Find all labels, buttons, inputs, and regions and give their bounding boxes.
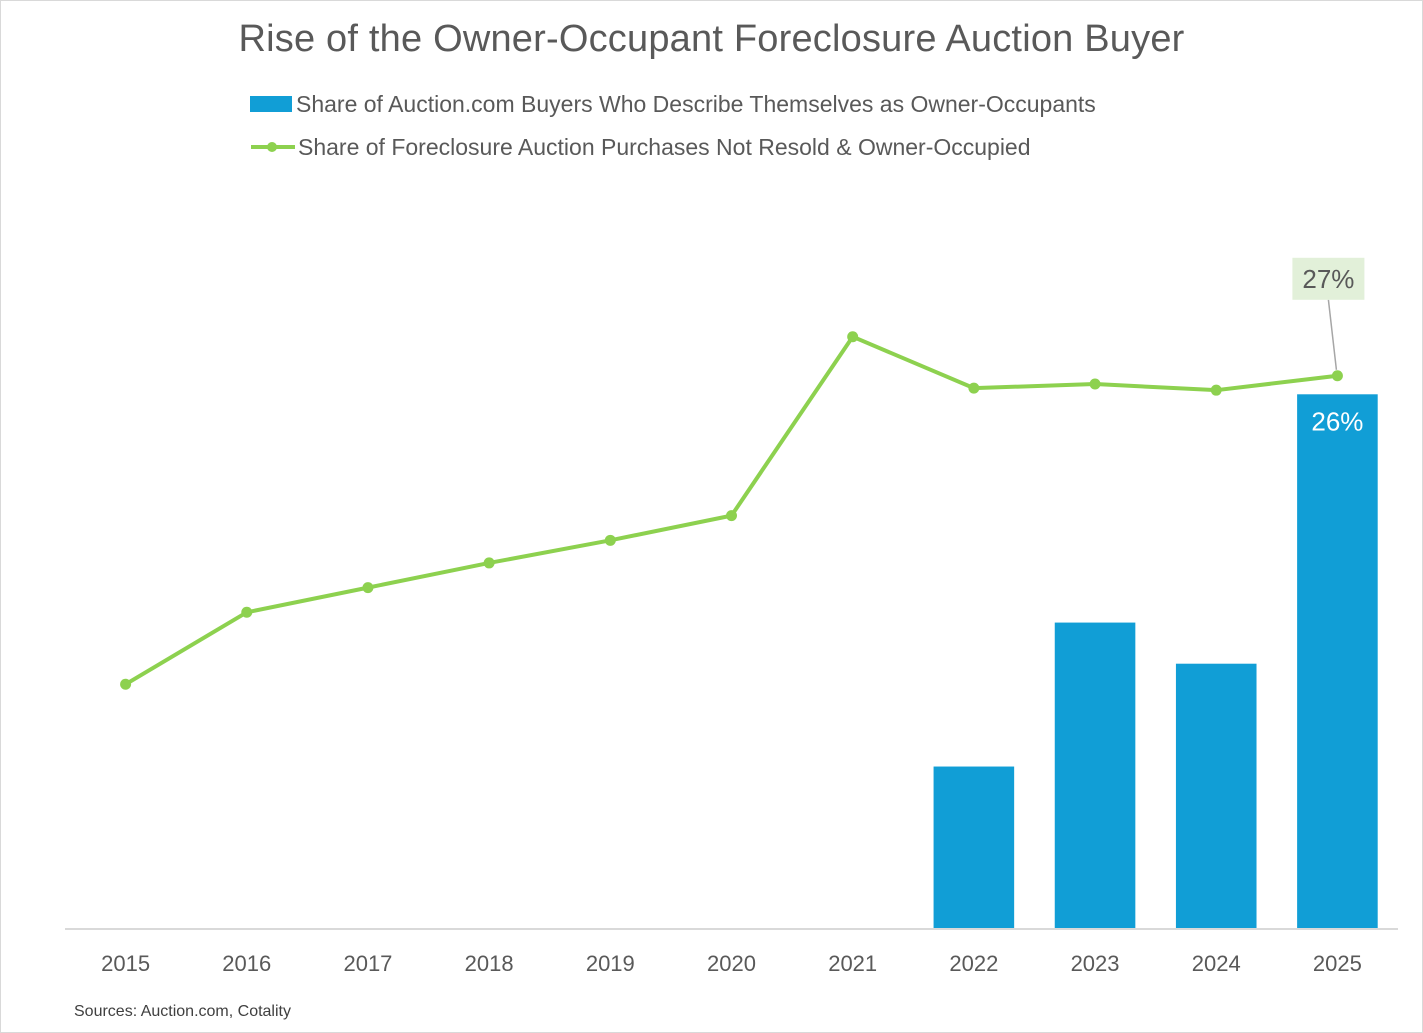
- x-tick-label-2019: 2019: [586, 951, 635, 976]
- x-tick-label-2023: 2023: [1071, 951, 1120, 976]
- line-point-2025: [1331, 370, 1343, 382]
- line-point-2021: [847, 331, 859, 343]
- line-point-2020: [726, 510, 737, 522]
- line-point-2023: [1089, 378, 1101, 390]
- sources-note: Sources: Auction.com, Cotality: [74, 1003, 291, 1020]
- legend-line-label: Share of Foreclosure Auction Purchases N…: [298, 133, 1031, 160]
- legend-bar-swatch: [250, 96, 292, 112]
- x-tick-label-2024: 2024: [1192, 951, 1241, 976]
- x-tick-label-2025: 2025: [1313, 951, 1362, 976]
- bar-data-label-2025: 26%: [1311, 406, 1363, 436]
- line-point-2022: [968, 382, 980, 394]
- legend-bar-label: Share of Auction.com Buyers Who Describe…: [296, 90, 1096, 117]
- line-label-leader: [1327, 299, 1338, 370]
- x-tick-label-2015: 2015: [101, 951, 150, 976]
- legend-item-line-series: Share of Foreclosure Auction Purchases N…: [250, 132, 1031, 162]
- line-data-label-2025: 27%: [1302, 264, 1354, 294]
- x-tick-label-2018: 2018: [465, 951, 514, 976]
- bar-2025: [1297, 394, 1378, 929]
- bar-2023: [1054, 622, 1136, 929]
- line-point-2016: [241, 606, 253, 618]
- legend-line-swatch: [251, 142, 295, 152]
- legend-item-bar-series: Share of Auction.com Buyers Who Describe…: [250, 89, 1096, 119]
- x-tick-label-2016: 2016: [222, 951, 271, 976]
- line-point-2019: [604, 534, 616, 546]
- line-point-2017: [362, 582, 374, 594]
- chart-title: Rise of the Owner-Occupant Foreclosure A…: [238, 18, 1185, 60]
- line-point-2015: [120, 678, 132, 690]
- bar-2024: [1175, 663, 1257, 929]
- line-point-2024: [1210, 384, 1222, 396]
- bar-2022: [933, 766, 1015, 929]
- x-tick-label-2021: 2021: [828, 951, 877, 976]
- x-tick-label-2017: 2017: [343, 951, 392, 976]
- line-label-box: [1292, 257, 1365, 300]
- line-point-2018: [483, 557, 495, 569]
- x-tick-label-2020: 2020: [707, 951, 756, 976]
- x-tick-label-2022: 2022: [949, 951, 998, 976]
